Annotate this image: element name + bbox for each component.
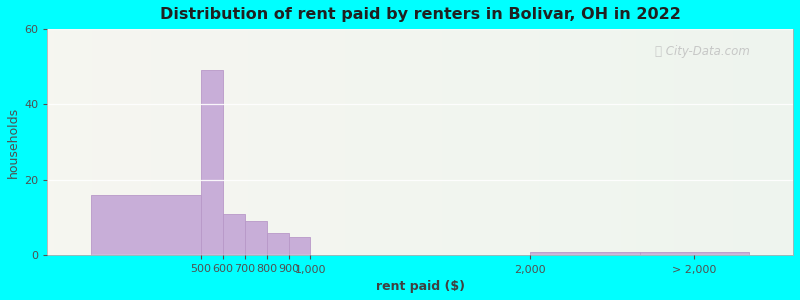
Bar xyxy=(639,252,749,256)
Bar xyxy=(201,70,222,256)
Bar xyxy=(530,252,639,256)
Bar xyxy=(289,237,310,256)
Bar xyxy=(245,221,266,256)
Bar xyxy=(222,214,245,256)
Y-axis label: households: households xyxy=(7,106,20,178)
Bar xyxy=(91,195,201,256)
Text: ⓘ City-Data.com: ⓘ City-Data.com xyxy=(655,44,750,58)
Title: Distribution of rent paid by renters in Bolivar, OH in 2022: Distribution of rent paid by renters in … xyxy=(160,7,681,22)
Bar xyxy=(266,233,289,256)
X-axis label: rent paid ($): rent paid ($) xyxy=(376,280,465,293)
